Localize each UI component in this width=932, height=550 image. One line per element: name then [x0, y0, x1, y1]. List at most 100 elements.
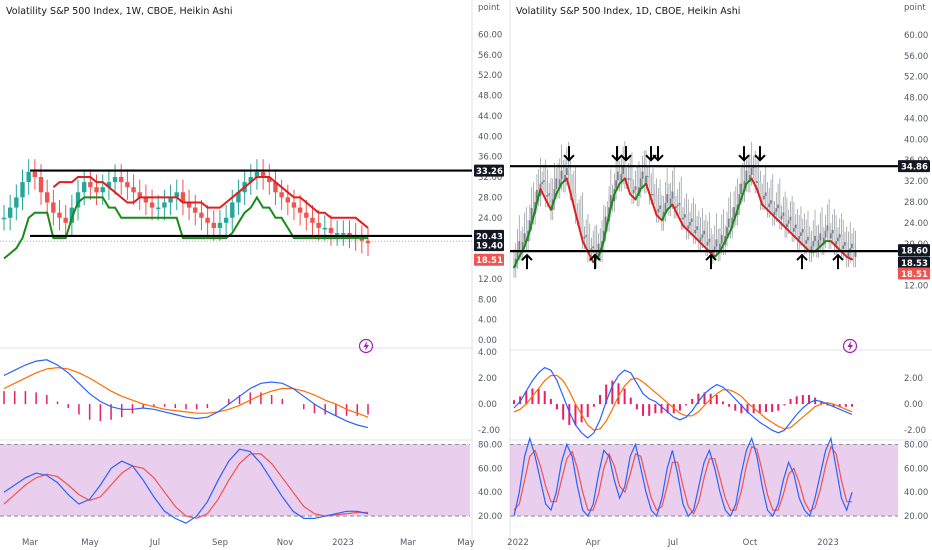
left-price-tag	[474, 164, 504, 177]
daily-trend-line-segment	[618, 177, 626, 185]
left-y-tick: 56.00	[478, 51, 502, 61]
daily-candle-body	[516, 249, 519, 259]
daily-candle-body	[683, 214, 686, 218]
right-price-tag-label: 34.86	[901, 163, 928, 173]
daily-trend-line-segment	[523, 229, 531, 248]
daily-trend-line-segment	[692, 234, 700, 243]
weekly-candle-body	[365, 240, 371, 244]
left-y-tick: 0.00	[478, 336, 497, 346]
daily-candle-body	[567, 168, 570, 170]
weekly-candle-body	[32, 171, 38, 177]
weekly-candle-body	[279, 192, 284, 198]
daily-trend-line-segment	[544, 198, 552, 211]
daily-candle-body	[741, 183, 744, 192]
right-stoch-d-line	[513, 445, 852, 515]
daily-candle-body	[708, 238, 711, 243]
right-y-tick: 48.00	[904, 94, 928, 104]
daily-candle-body	[847, 252, 850, 257]
daily-trend-line-segment	[623, 177, 632, 196]
daily-candle-body	[713, 246, 716, 250]
daily-trend-line-segment	[571, 198, 579, 222]
daily-candle-body	[748, 175, 751, 182]
weekly-candle-body	[273, 182, 278, 193]
weekly-candle-body	[285, 197, 290, 203]
left-chart-title: Volatility S&P 500 Index, 1W, CBOE, Heik…	[6, 6, 232, 17]
daily-trend-line-segment	[539, 187, 547, 201]
daily-candle-body	[643, 171, 646, 183]
daily-trend-line-segment	[608, 193, 616, 217]
daily-trend-line-segment	[676, 214, 684, 227]
left-y-tick: 32.00	[478, 173, 502, 183]
daily-candle-body	[513, 259, 515, 268]
right-chart-title: Volatility S&P 500 Index, 1D, CBOE, Heik…	[516, 6, 740, 17]
weekly-candle-body	[131, 187, 136, 193]
left-x-tick: 2023	[332, 538, 354, 548]
down-arrow-icon	[754, 146, 766, 162]
left-stoch-tick: 80.00	[478, 440, 502, 450]
daily-candle-body	[530, 208, 533, 221]
daily-candle-body	[669, 198, 672, 206]
daily-candle-body	[710, 238, 713, 254]
left-y-tick: 40.00	[478, 132, 502, 142]
right-macd-tick: 2.00	[904, 374, 923, 384]
daily-trend-line-segment	[534, 187, 542, 211]
left-bolt-glyph	[363, 341, 369, 351]
weekly-candle-body	[267, 177, 272, 183]
daily-candle-body	[578, 215, 581, 217]
daily-candle-body	[657, 208, 660, 213]
daily-candle-body	[794, 224, 797, 229]
left-price-tag-label: 20.43	[476, 232, 503, 242]
right-stoch-k-line	[513, 436, 853, 518]
daily-candle-body	[666, 194, 669, 203]
daily-candle-body	[808, 236, 811, 252]
daily-candle-body	[574, 193, 577, 214]
right-x-tick: Oct	[743, 538, 758, 548]
right-y-tick: 56.00	[904, 52, 928, 62]
daily-candle-body	[828, 225, 831, 239]
weekly-candle-body	[1, 217, 7, 220]
daily-candle-body	[576, 213, 579, 216]
right-price-tag	[898, 256, 930, 269]
daily-candle-body	[807, 236, 809, 241]
daily-trend-line-segment	[645, 182, 653, 201]
daily-candle-body	[740, 183, 742, 195]
weekly-candle-body	[100, 187, 105, 193]
daily-candle-body	[798, 235, 801, 240]
up-arrow-icon	[589, 253, 601, 270]
daily-candle-body	[541, 181, 544, 184]
daily-candle-body	[622, 167, 625, 175]
daily-candle-body	[682, 217, 684, 220]
left-x-tick: May	[457, 538, 475, 548]
daily-candle-body	[750, 168, 753, 176]
daily-candle-body	[851, 243, 853, 249]
daily-candle-body	[854, 251, 857, 257]
right-stoch-tick: 40.00	[904, 488, 928, 498]
daily-candle-body	[535, 189, 538, 202]
right-y-tick: 28.00	[904, 198, 928, 208]
weekly-candle-body	[149, 202, 155, 208]
daily-candle-body	[646, 175, 649, 177]
weekly-candle-body	[180, 192, 186, 203]
daily-candle-body	[579, 216, 582, 219]
daily-candle-body	[780, 215, 783, 220]
right-x-tick: 2022	[507, 538, 529, 548]
daily-candle-body	[571, 189, 573, 192]
left-stoch-tick: 40.00	[478, 488, 502, 498]
daily-trend-line-segment	[713, 250, 721, 258]
left-price-tag	[474, 229, 504, 242]
right-y-tick: 60.00	[904, 31, 928, 41]
daily-candle-body	[544, 180, 547, 197]
daily-candle-body	[659, 205, 662, 209]
daily-candle-body	[557, 178, 559, 189]
daily-candle-body	[810, 246, 813, 252]
daily-candle-body	[548, 193, 551, 196]
daily-trend-line-segment	[613, 182, 621, 196]
daily-candle-body	[652, 194, 654, 196]
daily-candle-body	[655, 194, 658, 213]
daily-trend-line-segment	[555, 182, 563, 196]
weekly-candle-body	[359, 238, 365, 241]
daily-candle-body	[609, 195, 612, 208]
daily-candle-body	[745, 170, 748, 182]
left-stoch-tick: 60.00	[478, 464, 502, 474]
